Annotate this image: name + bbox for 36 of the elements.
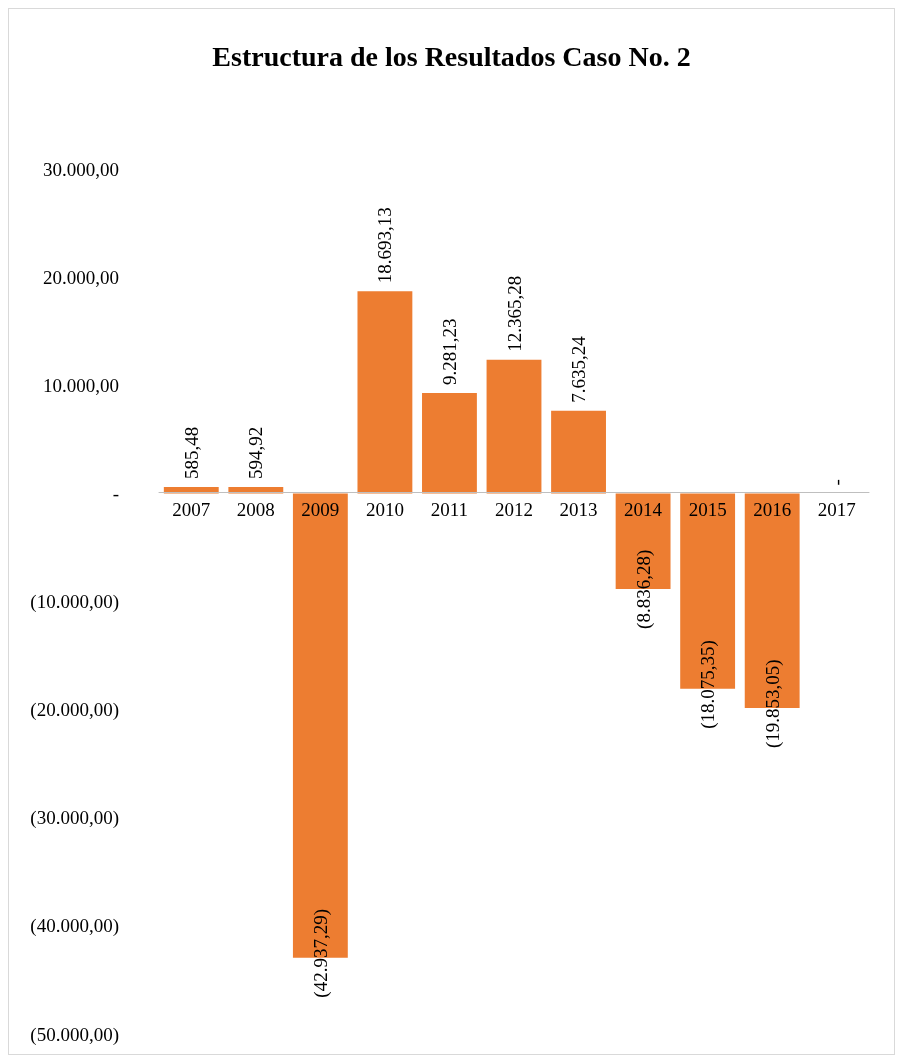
y-tick-label: (30.000,00) <box>30 807 119 830</box>
x-tick-label: 2012 <box>495 499 533 521</box>
y-tick-label: 10.000,00 <box>43 374 119 396</box>
y-tick-label: 30.000,00 <box>43 158 119 180</box>
chart-title: Estructura de los Resultados Caso No. 2 <box>212 40 691 72</box>
bar <box>357 291 413 494</box>
data-label: (42.937,29) <box>309 908 332 998</box>
bar <box>422 393 477 494</box>
data-label: 9.281,23 <box>438 318 460 386</box>
x-tick-label: 2007 <box>172 499 211 521</box>
y-tick-label: (10.000,00) <box>30 591 119 613</box>
x-tick-label: 2014 <box>624 499 663 521</box>
bar <box>551 410 606 494</box>
x-tick-label: 2016 <box>753 499 792 521</box>
x-tick-label: 2015 <box>688 499 727 521</box>
data-label: 18.693,13 <box>374 207 396 284</box>
data-label: (19.853,05) <box>761 659 784 749</box>
y-tick-label: (20.000,00) <box>30 699 119 722</box>
data-label: 12.365,28 <box>503 275 525 352</box>
y-tick-label: (40.000,00) <box>30 915 119 938</box>
x-tick-label: 2017 <box>817 499 856 521</box>
data-label: 7.635,24 <box>568 335 590 403</box>
data-label: (18.075,35) <box>697 640 720 729</box>
x-tick-label: 2011 <box>430 499 469 521</box>
data-label: (8.836,28) <box>632 549 655 629</box>
x-tick-label: 2013 <box>559 499 598 521</box>
x-tick-label: 2010 <box>365 499 404 521</box>
data-label: - <box>826 479 848 486</box>
y-tick-label: (50.000,00) <box>30 1023 119 1046</box>
y-tick-label: 20.000,00 <box>43 266 119 288</box>
data-label: 585,48 <box>180 426 202 480</box>
y-tick-label: - <box>112 482 119 504</box>
x-tick-label: 2009 <box>301 499 340 521</box>
x-tick-label: 2008 <box>236 499 275 521</box>
bar <box>486 359 542 494</box>
data-label: 594,92 <box>245 426 267 479</box>
